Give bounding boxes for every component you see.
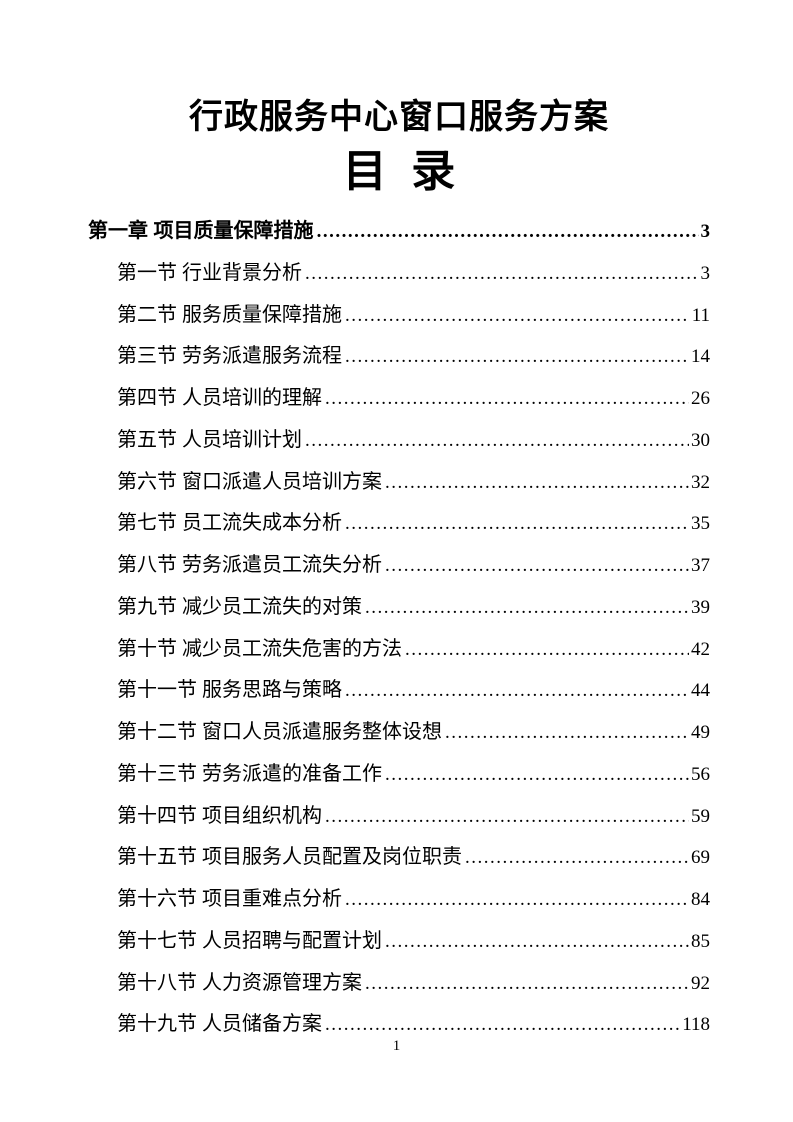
toc-entry-section[interactable]: 第四节 人员培训的理解 26 xyxy=(88,378,710,420)
dot-leader xyxy=(345,295,690,337)
toc-entry-section[interactable]: 第十六节 项目重难点分析 84 xyxy=(88,879,710,921)
toc-entry-section[interactable]: 第十五节 项目服务人员配置及岗位职责 69 xyxy=(88,837,710,879)
document-title: 行政服务中心窗口服务方案 xyxy=(189,98,609,136)
toc-entry-section[interactable]: 第九节 减少员工流失的对策 39 xyxy=(88,587,710,629)
toc-entry-label: 第六节 窗口派遣人员培训方案 xyxy=(117,470,382,493)
toc-entry-page: 30 xyxy=(691,429,710,451)
toc-entry-label: 第三节 劳务派遣服务流程 xyxy=(117,345,342,368)
toc-entry-label: 第十三节 劳务派遣的准备工作 xyxy=(117,762,382,785)
toc-entry-page: 3 xyxy=(700,262,711,284)
toc-entry-page: 85 xyxy=(691,930,710,952)
toc-entry-section[interactable]: 第十二节 窗口人员派遣服务整体设想 49 xyxy=(88,712,710,754)
toc-entry-section[interactable]: 第六节 窗口派遣人员培训方案 32 xyxy=(88,462,710,504)
toc-entry-section[interactable]: 第一节 行业背景分析 3 xyxy=(88,253,710,295)
dot-leader xyxy=(405,629,689,671)
toc-entry-section[interactable]: 第十四节 项目组织机构 59 xyxy=(88,796,710,838)
toc-entry-page: 37 xyxy=(691,555,710,576)
dot-leader xyxy=(345,879,689,921)
toc-entry-label: 第五节 人员培训计划 xyxy=(117,428,302,451)
dot-leader xyxy=(365,963,689,1005)
toc-entry-page: 39 xyxy=(691,596,710,618)
toc-entry-section[interactable]: 第三节 劳务派遣服务流程 14 xyxy=(88,336,710,378)
toc-entry-page: 69 xyxy=(691,847,710,869)
toc-entry-label: 第二节 服务质量保障措施 xyxy=(117,303,342,326)
toc-entry-label: 第十八节 人力资源管理方案 xyxy=(117,971,362,994)
toc-section-list: 第一节 行业背景分析 3 第二节 服务质量保障措施 11 第三节 劳务派遣服务流… xyxy=(88,253,710,1046)
toc-entry-page: 3 xyxy=(700,221,711,242)
toc-entry-page: 84 xyxy=(691,889,710,910)
toc-entry-section[interactable]: 第十一节 服务思路与策略 44 xyxy=(88,670,710,712)
toc-entry-label: 第一节 行业背景分析 xyxy=(117,261,302,284)
dot-leader xyxy=(305,253,699,295)
toc-entry-page: 42 xyxy=(691,638,710,660)
toc-entry-section[interactable]: 第十七节 人员招聘与配置计划 85 xyxy=(88,921,710,963)
toc-entry-section[interactable]: 第八节 劳务派遣员工流失分析 37 xyxy=(88,545,710,587)
dot-leader xyxy=(325,378,689,420)
toc-entry-section[interactable]: 第十九节 人员储备方案 118 xyxy=(88,1004,710,1046)
toc-entry-section[interactable]: 第十三节 劳务派遣的准备工作 56 xyxy=(88,754,710,796)
dot-leader xyxy=(345,503,689,545)
dot-leader xyxy=(325,796,689,838)
toc-entry-label: 第十五节 项目服务人员配置及岗位职责 xyxy=(117,846,462,869)
toc-entry-label: 第九节 减少员工流失的对策 xyxy=(117,595,362,618)
toc-entry-label: 第十节 减少员工流失危害的方法 xyxy=(117,637,402,660)
dot-leader xyxy=(345,670,689,712)
toc-entry-label: 第四节 人员培训的理解 xyxy=(117,387,322,409)
dot-leader xyxy=(445,712,689,754)
toc-entry-section[interactable]: 第十节 减少员工流失危害的方法 42 xyxy=(88,629,710,671)
toc-entry-page: 118 xyxy=(682,1014,710,1036)
toc-entry-page: 49 xyxy=(691,722,710,743)
dot-leader xyxy=(385,921,689,963)
dot-leader xyxy=(345,336,689,378)
toc-entry-page: 26 xyxy=(691,388,710,409)
toc-entry-label: 第八节 劳务派遣员工流失分析 xyxy=(117,554,382,576)
dot-leader xyxy=(365,587,689,629)
document-page: 行政服务中心窗口服务方案 目 录 第一章 项目质量保障措施 3 第一节 行业背景… xyxy=(0,0,793,1046)
toc-entry-label: 第七节 员工流失成本分析 xyxy=(117,512,342,535)
toc-entry-section[interactable]: 第五节 人员培训计划 30 xyxy=(88,420,710,462)
dot-leader xyxy=(317,211,699,253)
toc-entry-page: 32 xyxy=(691,471,710,493)
toc-entry-section[interactable]: 第七节 员工流失成本分析 35 xyxy=(88,503,710,545)
toc-entry-label: 第十六节 项目重难点分析 xyxy=(117,888,342,910)
dot-leader xyxy=(465,837,689,879)
toc-entry-page: 35 xyxy=(691,513,710,535)
toc-entry-label: 第十九节 人员储备方案 xyxy=(117,1013,322,1036)
table-of-contents: 第一章 项目质量保障措施 3 第一节 行业背景分析 3 第二节 服务质量保障措施… xyxy=(88,211,710,1046)
dot-leader xyxy=(305,420,689,462)
toc-entry-label: 第一章 项目质量保障措施 xyxy=(88,220,314,242)
toc-entry-label: 第十七节 人员招聘与配置计划 xyxy=(117,929,382,952)
toc-entry-page: 11 xyxy=(691,304,710,326)
dot-leader xyxy=(385,545,689,587)
toc-entry-section[interactable]: 第十八节 人力资源管理方案 92 xyxy=(88,963,710,1005)
toc-entry-page: 14 xyxy=(691,346,710,368)
toc-entry-page: 56 xyxy=(691,763,710,785)
page-number: 1 xyxy=(392,1038,401,1054)
dot-leader xyxy=(385,462,689,504)
dot-leader xyxy=(385,754,689,796)
toc-entry-page: 92 xyxy=(691,972,710,994)
toc-entry-page: 44 xyxy=(691,680,710,702)
toc-entry-label: 第十二节 窗口人员派遣服务整体设想 xyxy=(117,721,442,743)
toc-entry-section[interactable]: 第二节 服务质量保障措施 11 xyxy=(88,295,710,337)
toc-entry-label: 第十四节 项目组织机构 xyxy=(117,804,322,827)
toc-entry-chapter[interactable]: 第一章 项目质量保障措施 3 xyxy=(88,211,710,253)
toc-entry-page: 59 xyxy=(691,805,710,827)
toc-entry-label: 第十一节 服务思路与策略 xyxy=(117,679,342,702)
toc-heading: 目 录 xyxy=(342,147,456,196)
